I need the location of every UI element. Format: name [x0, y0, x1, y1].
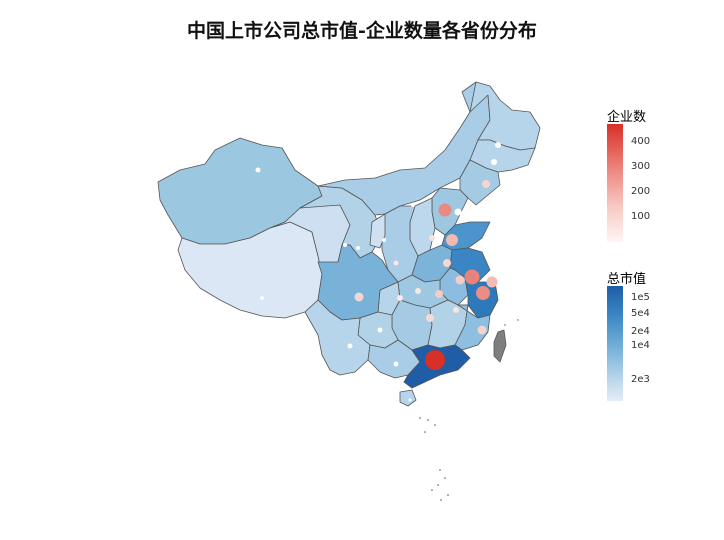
count-legend-colorbar [607, 124, 623, 242]
bubble [408, 398, 412, 402]
market-cap-tick-5e4: 5e4 [631, 308, 650, 319]
south-sea-islands [419, 319, 519, 501]
region-liaoning [459, 159, 501, 206]
market-cap-legend-title: 总市值 [607, 272, 647, 287]
count-tick-400: 400 [631, 136, 651, 147]
market-cap-legend: 总市值 1e5 5e4 2e4 1e4 2e3 [607, 268, 707, 408]
bubble [438, 203, 452, 217]
bubble [377, 327, 383, 333]
bubble [454, 208, 462, 216]
bubble [464, 269, 480, 285]
count-legend-title: 企业数 [607, 110, 647, 125]
company-count-bubbles [255, 142, 501, 402]
bubble [471, 205, 477, 211]
region-fujian [454, 304, 491, 351]
bubble [495, 142, 501, 148]
bubble [486, 276, 498, 288]
bubble [260, 296, 264, 300]
market-cap-tick-1e4: 1e4 [631, 340, 650, 351]
bubble [393, 361, 399, 367]
market-cap-legend-colorbar [607, 286, 623, 401]
bubble [443, 259, 451, 267]
province-regions [157, 81, 541, 407]
bubble [343, 243, 347, 247]
region-yunnan [304, 299, 371, 376]
bubble [356, 246, 360, 250]
bubble [393, 260, 399, 266]
bubble [435, 290, 443, 298]
bubble [453, 307, 459, 313]
bubble [491, 159, 497, 165]
bubble [397, 295, 403, 301]
bubble [347, 343, 353, 349]
bubble [382, 238, 386, 242]
bubble [429, 235, 435, 241]
bubble [255, 167, 261, 173]
market-cap-tick-1e5: 1e5 [631, 292, 650, 303]
bubble [425, 350, 445, 370]
region-hainan [399, 389, 417, 407]
bubble [476, 286, 490, 300]
bubble [446, 234, 458, 246]
bubble [415, 288, 421, 294]
market-cap-tick-2e3: 2e3 [631, 374, 650, 385]
market-cap-tick-2e4: 2e4 [631, 326, 650, 337]
bubble [354, 292, 364, 302]
count-legend: 企业数 400 300 200 100 [607, 106, 707, 246]
count-tick-100: 100 [631, 211, 651, 222]
region-taiwan [493, 329, 507, 363]
bubble [411, 203, 415, 207]
bubble [477, 325, 487, 335]
count-tick-200: 200 [631, 186, 651, 197]
bubble [426, 314, 434, 322]
region-ningxia [369, 213, 386, 249]
map-title: 中国上市公司总市值-企业数量各省份分布 [187, 20, 537, 42]
count-tick-300: 300 [631, 161, 651, 172]
bubble [482, 180, 490, 188]
bubble [455, 275, 465, 285]
